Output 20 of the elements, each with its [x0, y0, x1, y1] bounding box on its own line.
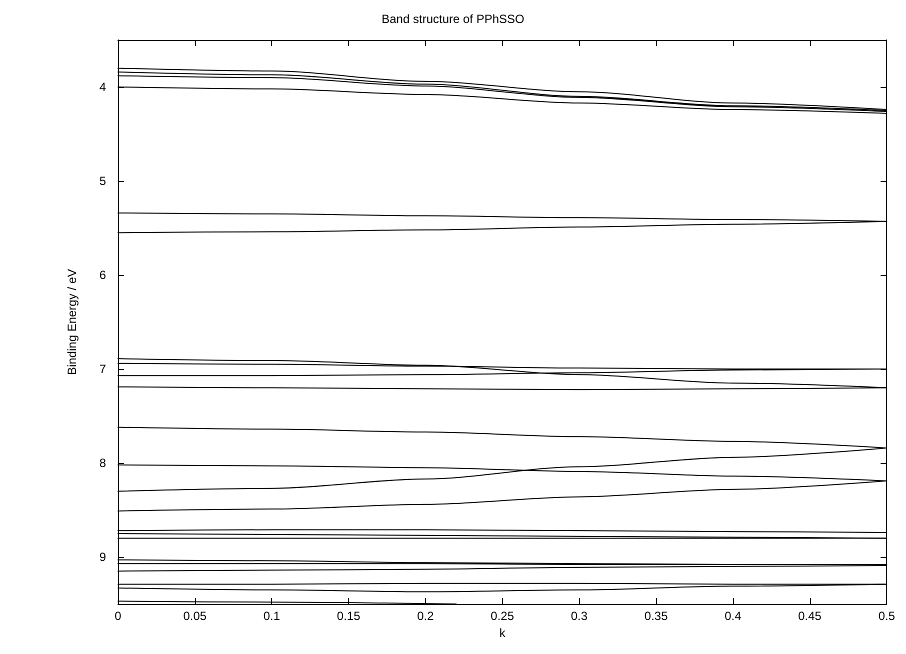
- x-tick-label: 0.45: [798, 609, 822, 623]
- y-axis-title: Binding Energy / eV: [65, 268, 79, 376]
- x-tick-label: 0.2: [417, 609, 434, 623]
- chart-title: Band structure of PPhSSO: [382, 12, 524, 26]
- y-tick-label: 6: [99, 268, 106, 282]
- y-tick-label: 9: [99, 550, 106, 564]
- y-tick-label: 4: [99, 80, 106, 94]
- x-axis-title: k: [499, 626, 506, 640]
- y-tick-label: 8: [99, 456, 106, 470]
- x-tick-label: 0: [114, 609, 122, 623]
- y-tick-label: 5: [99, 174, 106, 188]
- x-tick-label: 0.25: [490, 609, 514, 623]
- x-tick-label: 0.3: [570, 609, 588, 623]
- x-tick-label: 0.15: [336, 609, 361, 623]
- x-tick-label: 0.4: [724, 609, 742, 623]
- x-tick-label: 0.1: [263, 609, 280, 623]
- y-tick-label: 7: [99, 362, 106, 376]
- x-tick-label: 0.5: [878, 609, 896, 623]
- x-tick-label: 0.05: [183, 609, 207, 623]
- x-tick-label: 0.35: [644, 609, 668, 623]
